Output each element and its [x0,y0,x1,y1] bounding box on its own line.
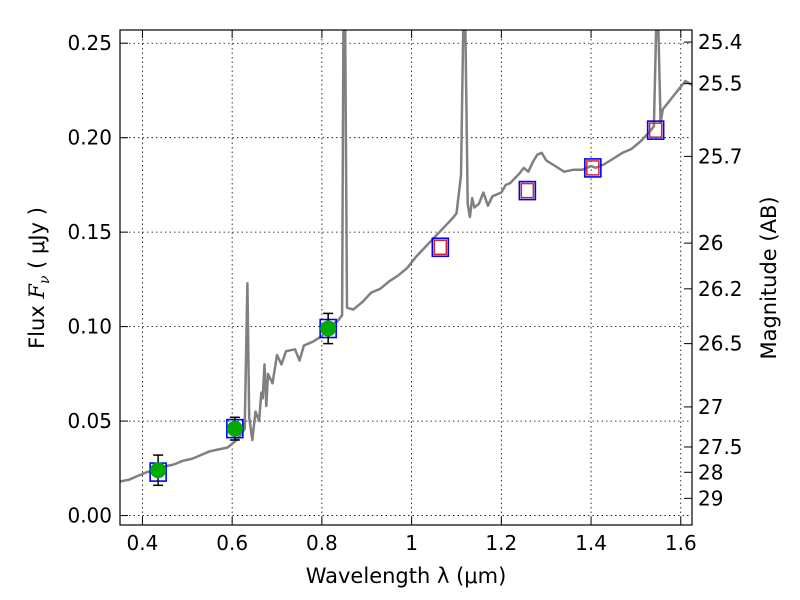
plot-area [120,30,692,487]
y2-axis-label: Magnitude (AB) [757,196,781,359]
x-tick-label: 1 [405,531,418,555]
x-tick-label: 0.8 [306,531,338,555]
y2-tick-label: 27 [698,395,723,419]
y2-tick-label: 25.5 [698,72,743,96]
y2-tick-label: 28 [698,460,723,484]
x-tick-label: 1.4 [575,531,607,555]
y-tick-label: 0.05 [67,409,112,433]
upper-limit-marker [648,122,663,138]
y-tick-label: 0.00 [67,504,112,528]
model-box [584,158,602,178]
observed-point [320,320,337,337]
plot-frame [119,29,693,526]
model-box [431,237,450,258]
y2-tick-label: 26 [698,231,723,255]
grid [120,30,692,525]
x-tick-label: 1.2 [485,531,517,555]
x-tick-label: 1.6 [665,531,697,555]
upper-limit-marker [520,182,535,199]
model-box [518,180,537,201]
observed-point [226,420,243,437]
upper-limit-marker [433,239,448,256]
x-tick-label: 0.4 [127,531,159,555]
y-axis-label: Flux Fν ( μJy ) [25,207,53,349]
ticks: 0.4 0.6 0.8 1 1.2 1.4 1.6 0.00 0.05 0.10 0.15 0.20 0… [67,30,743,555]
x-axis-label: Wavelength λ (μm) [306,564,507,588]
model-box [646,120,665,140]
y-tick-label: 0.20 [67,126,112,150]
y-tick-label: 0.15 [67,220,112,244]
y2-tick-label: 26.5 [698,332,743,356]
x-tick-label: 0.6 [216,531,248,555]
upper-limit-marker [586,160,600,176]
y2-tick-label: 25.7 [698,144,743,168]
y2-tick-label: 26.2 [698,277,743,301]
y-tick-label: 0.25 [67,31,112,55]
y2-tick-label: 25.4 [698,30,743,54]
y2-tick-label: 29 [698,486,723,510]
observed-point [150,462,167,479]
spectrum-line [120,30,692,483]
y2-tick-label: 27.5 [698,435,743,459]
y-tick-label: 0.10 [67,315,112,339]
